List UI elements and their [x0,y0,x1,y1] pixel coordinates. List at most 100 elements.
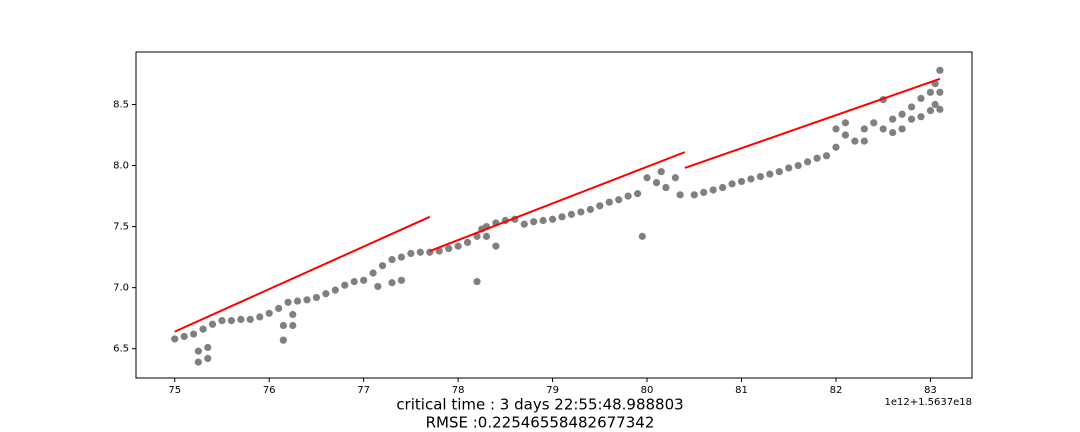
point [350,277,358,286]
point [397,253,406,261]
point [719,183,727,192]
point [303,296,311,304]
point [293,297,302,305]
point [577,208,585,216]
point [397,276,406,284]
point [360,276,368,284]
point [936,88,944,96]
point [700,188,708,197]
x-offset-label: 1e12+1.5637e18 [885,397,973,408]
point [657,168,665,176]
point [454,242,462,250]
point [851,137,859,145]
y-tick-label: 7.0 [113,283,129,294]
point [265,309,273,317]
point [907,115,916,123]
point [445,244,453,253]
caption: critical time : 3 days 22:55:48.988803 [396,396,683,414]
x-tick-label: 81 [735,385,748,396]
x-tick-label: 80 [641,385,654,396]
point [407,249,415,258]
point [473,277,481,286]
point [889,128,897,137]
point [275,304,283,313]
point [331,286,339,294]
point [785,164,793,172]
point [289,310,297,319]
point [194,358,202,366]
point [369,269,377,277]
point [690,191,698,199]
point [898,125,906,133]
point [860,125,868,133]
point [737,177,746,186]
point [204,343,212,352]
point [482,232,491,240]
point [388,255,396,264]
point [860,137,868,145]
point [907,103,916,111]
point [194,347,202,355]
point [879,125,887,133]
fit-line [429,151,686,252]
point [416,248,424,256]
x-tick-label: 83 [924,385,937,396]
point [804,158,812,166]
point [638,232,646,240]
point [624,192,632,200]
point [374,282,382,291]
point [889,115,897,123]
point [643,174,651,182]
plot-frame [135,51,973,379]
point [567,210,576,218]
y-tick-label: 6.5 [113,344,129,355]
point [530,218,538,226]
point [312,293,321,302]
x-tick-label: 78 [452,385,465,396]
y-tick-label: 8.0 [113,161,129,172]
point [539,216,547,225]
point [813,154,821,162]
point [279,321,287,330]
point [246,315,254,323]
point [218,317,226,325]
point [180,332,188,341]
x-tick-label: 75 [168,385,181,396]
point [289,321,297,330]
x-tick-label: 79 [546,385,559,396]
point [256,313,264,321]
point [662,183,670,192]
point [926,107,935,115]
point [341,281,349,289]
point [832,143,840,151]
point [190,330,198,338]
point [775,168,783,176]
point [208,320,217,328]
point [492,242,500,250]
point [841,119,850,127]
caption: RMSE :0.22546558482677342 [426,414,655,432]
point [520,220,528,228]
point [747,175,755,183]
point [766,170,774,178]
point [322,290,330,298]
point [841,131,850,139]
x-tick-label: 82 [830,385,843,396]
fit-line [174,215,431,333]
point [936,105,944,113]
point [898,110,906,118]
y-tick-label: 7.5 [113,222,129,233]
point [284,298,292,306]
point [548,215,557,223]
point [586,205,594,214]
point [378,262,387,270]
point [171,335,179,343]
x-tick-label: 76 [263,385,276,396]
point [926,88,935,96]
point [605,198,613,206]
point [435,247,443,255]
point [936,66,944,74]
point [634,190,642,198]
point [832,125,840,133]
